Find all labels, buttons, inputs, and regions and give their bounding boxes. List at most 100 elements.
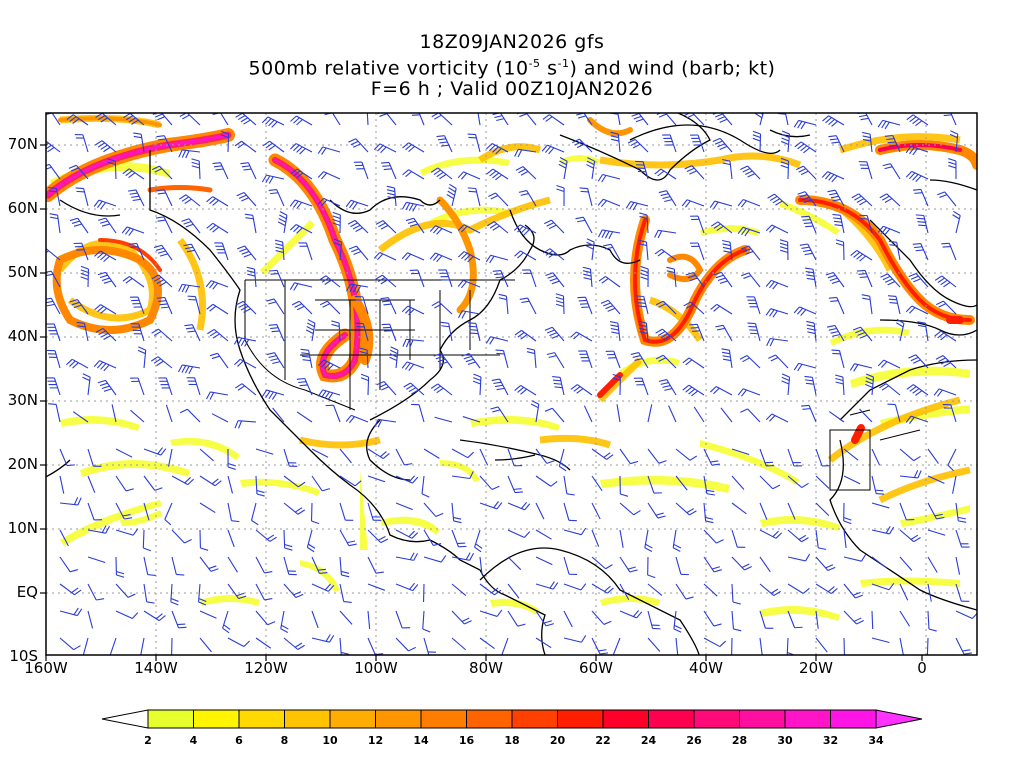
wind-barb bbox=[423, 529, 442, 546]
wind-barb bbox=[518, 190, 537, 207]
wind-barb bbox=[255, 637, 272, 649]
wind-barb bbox=[501, 637, 509, 655]
wind-barb bbox=[689, 323, 705, 342]
wind-barb bbox=[955, 637, 972, 655]
wind-barb bbox=[199, 529, 209, 551]
wind-barb bbox=[130, 323, 145, 342]
wind-barb bbox=[759, 475, 781, 490]
wind-barb bbox=[787, 502, 796, 520]
wind-barb bbox=[222, 610, 231, 634]
wind-barb bbox=[367, 583, 386, 591]
wind-barb bbox=[255, 610, 276, 626]
wind-barb bbox=[255, 583, 273, 601]
wind-barb bbox=[214, 242, 229, 261]
wind-barb bbox=[345, 414, 369, 424]
wind-barb bbox=[451, 448, 474, 459]
wind-barb bbox=[451, 583, 467, 596]
wind-barb bbox=[69, 298, 89, 315]
wind-barb bbox=[709, 200, 733, 209]
wind-barb bbox=[87, 610, 94, 629]
wind-barb bbox=[227, 529, 235, 548]
wind-barb bbox=[647, 475, 662, 494]
wind-barb bbox=[59, 556, 79, 573]
wind-barb bbox=[899, 502, 915, 521]
low-vorticity-patches bbox=[50, 155, 970, 621]
wind-barb bbox=[46, 140, 61, 153]
colorbar-swatch bbox=[420, 709, 467, 729]
wind-barb bbox=[796, 165, 817, 180]
wind-barb bbox=[401, 252, 425, 261]
wind-barb bbox=[457, 251, 481, 263]
wind-barb bbox=[457, 279, 481, 289]
wind-barb bbox=[97, 271, 117, 288]
wind-barb bbox=[137, 346, 147, 369]
wind-barb bbox=[880, 273, 901, 288]
wind-barb bbox=[563, 527, 587, 536]
wind-barb bbox=[720, 407, 733, 423]
colorbar-label: 30 bbox=[777, 734, 793, 747]
wind-barb bbox=[487, 221, 509, 234]
wind-barb bbox=[339, 637, 350, 655]
wind-barb bbox=[591, 475, 603, 492]
wind-barb bbox=[402, 169, 425, 180]
wind-barb bbox=[514, 384, 537, 396]
wind-barb bbox=[625, 201, 649, 211]
wind-barb bbox=[485, 142, 509, 155]
wind-barb bbox=[542, 114, 565, 126]
wind-barb bbox=[927, 556, 938, 573]
wind-barb bbox=[59, 497, 82, 506]
wind-barb bbox=[206, 391, 229, 400]
wind-barb bbox=[156, 135, 173, 153]
wind-barb bbox=[354, 296, 369, 315]
wind-barb bbox=[675, 556, 689, 576]
lat-label: 10S bbox=[9, 647, 38, 665]
wind-barb bbox=[227, 583, 247, 600]
wind-barb bbox=[544, 407, 565, 423]
wind-barb bbox=[359, 347, 369, 369]
wind-barb bbox=[93, 199, 117, 210]
wind-barb bbox=[681, 199, 705, 208]
wind-barb bbox=[647, 502, 666, 519]
wind-barb bbox=[843, 529, 847, 548]
wind-barb bbox=[635, 295, 649, 315]
wind-barb bbox=[612, 373, 621, 396]
wind-barb bbox=[366, 113, 369, 126]
wind-barb bbox=[936, 300, 957, 315]
wind-barb bbox=[731, 502, 747, 515]
wind-barb bbox=[619, 448, 639, 465]
wind-barb bbox=[647, 448, 667, 464]
wind-barb bbox=[367, 448, 390, 460]
wind-barb bbox=[793, 306, 817, 316]
wind-barb bbox=[389, 346, 399, 369]
wind-barb bbox=[835, 239, 845, 261]
wind-barb bbox=[69, 217, 89, 234]
wind-barb bbox=[227, 637, 251, 648]
wind-barb bbox=[675, 637, 679, 655]
wind-barb bbox=[395, 582, 419, 592]
wind-barb bbox=[507, 556, 522, 571]
colorbar-swatch bbox=[375, 709, 422, 729]
wind-barb bbox=[227, 475, 234, 494]
wind-barb bbox=[485, 336, 509, 345]
wind-barb bbox=[87, 556, 106, 564]
wind-barb bbox=[655, 328, 677, 342]
wind-barb bbox=[737, 226, 761, 237]
wind-barb bbox=[673, 610, 682, 633]
wind-barb bbox=[386, 185, 397, 207]
colorbar-swatch bbox=[557, 709, 604, 729]
wind-barb bbox=[575, 216, 593, 234]
title-line-2-mid: s bbox=[540, 57, 558, 80]
wind-barb bbox=[871, 475, 885, 495]
wind-barb bbox=[367, 610, 371, 629]
wind-barb bbox=[591, 637, 609, 655]
wind-barb bbox=[401, 305, 425, 316]
wind-barb bbox=[722, 158, 733, 180]
wind-barb bbox=[283, 475, 306, 488]
colorbar-swatch bbox=[238, 709, 285, 729]
wind-barb bbox=[179, 113, 201, 126]
wind-barb bbox=[955, 610, 977, 619]
wind-barb bbox=[374, 418, 397, 428]
wind-barb bbox=[255, 475, 265, 497]
wind-barb bbox=[746, 296, 761, 315]
wind-barb bbox=[207, 329, 229, 342]
